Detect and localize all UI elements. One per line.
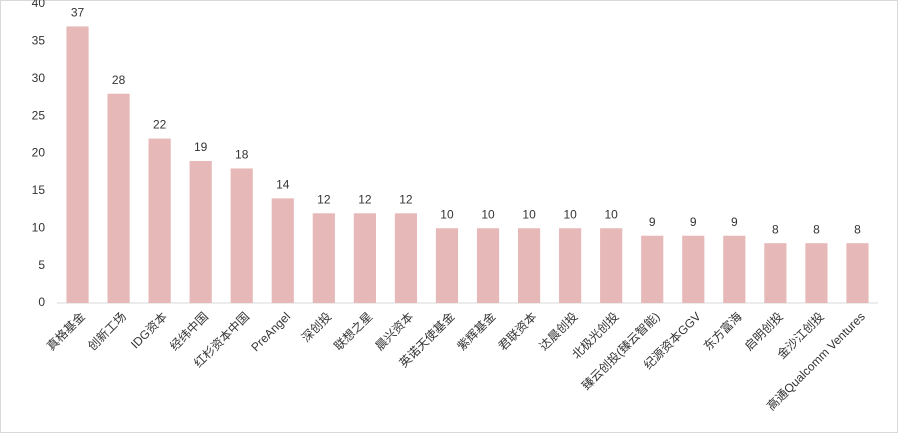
y-tick-label: 0 — [38, 295, 45, 309]
bar — [764, 243, 787, 303]
data-label: 37 — [71, 6, 85, 20]
bar — [353, 213, 376, 303]
bar — [723, 235, 746, 303]
data-label: 22 — [153, 118, 167, 132]
data-label: 8 — [813, 222, 820, 236]
bar — [394, 213, 418, 303]
bar — [846, 243, 869, 303]
data-label: 18 — [235, 148, 249, 162]
y-tick-label: 15 — [32, 183, 46, 197]
data-label: 10 — [440, 207, 454, 221]
data-label: 28 — [112, 73, 126, 87]
data-label: 9 — [649, 215, 656, 229]
y-tick-label: 20 — [32, 146, 46, 160]
data-label: 12 — [317, 192, 331, 206]
bar — [805, 243, 828, 303]
data-label: 19 — [194, 140, 208, 154]
bar — [312, 213, 335, 303]
data-label: 9 — [690, 215, 697, 229]
data-label: 9 — [731, 215, 738, 229]
y-tick-label: 10 — [32, 220, 46, 234]
data-label: 8 — [854, 222, 861, 236]
bar — [107, 93, 130, 303]
data-label: 12 — [399, 192, 413, 206]
bar — [517, 228, 541, 303]
bar — [682, 235, 705, 303]
y-tick-label: 5 — [38, 258, 45, 272]
bar — [271, 198, 294, 303]
bar — [559, 228, 582, 303]
y-tick-label: 25 — [32, 108, 46, 122]
data-label: 10 — [522, 207, 536, 221]
data-label: 12 — [358, 192, 372, 206]
bar — [66, 26, 89, 304]
bar — [476, 228, 500, 303]
bar — [230, 168, 253, 303]
y-tick-label: 35 — [32, 34, 46, 48]
bar — [189, 160, 212, 303]
bar — [148, 138, 171, 303]
data-label: 10 — [604, 207, 618, 221]
data-label: 10 — [481, 207, 495, 221]
bar — [600, 228, 623, 303]
data-label: 14 — [276, 178, 290, 192]
y-tick-label: 40 — [32, 0, 46, 10]
y-tick-label: 30 — [32, 71, 46, 85]
data-label: 10 — [563, 207, 577, 221]
data-label: 8 — [772, 222, 779, 236]
bar — [641, 235, 664, 303]
bar — [435, 228, 459, 303]
